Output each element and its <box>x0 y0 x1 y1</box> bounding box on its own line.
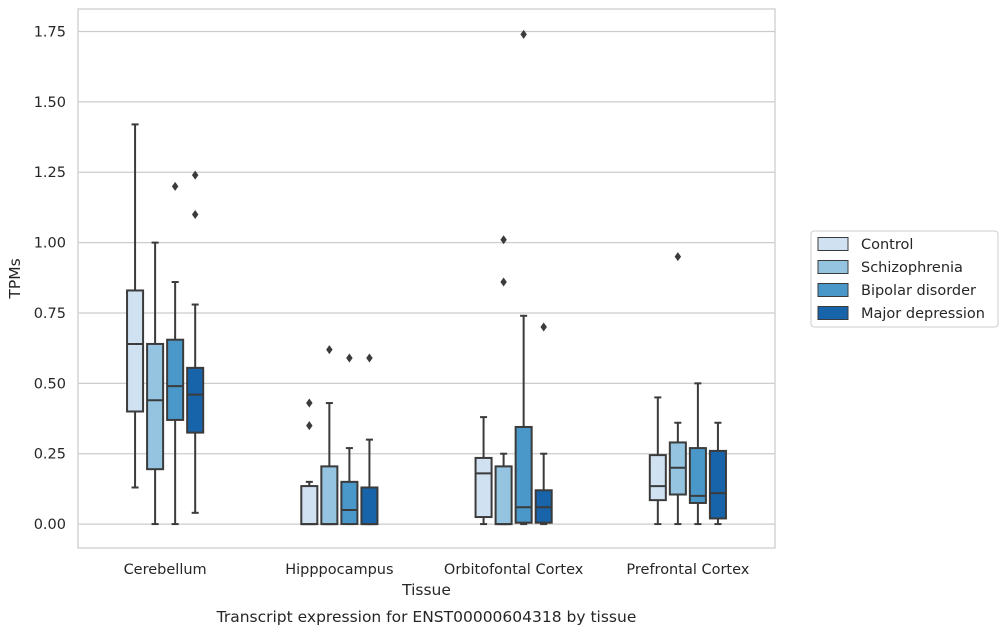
y-tick-labels: 0.00 0.25 0.50 0.75 1.00 1.25 1.50 1.75 <box>34 25 66 534</box>
legend-swatch <box>817 306 849 320</box>
box-iqr <box>186 366 205 434</box>
outlier-point <box>326 345 333 355</box>
y-axis-label: TPMs <box>6 258 24 299</box>
y-tick-label: 0.25 <box>34 447 66 463</box>
box-iqr <box>300 485 319 526</box>
box-iqr <box>126 289 145 413</box>
legend-label: Schizophrenia <box>861 260 963 276</box>
box-control <box>474 416 493 526</box>
x-tick-label: Cerebellum <box>124 562 207 578</box>
y-tick-label: 0.50 <box>34 376 66 392</box>
legend: Control Schizophrenia Bipolar disorder Majo… <box>810 230 999 328</box>
x-tick-label: Prefrontal Cortex <box>626 562 749 578</box>
x-tick-labels: Cerebellum Hipppocampus Orbitofontal Corte… <box>124 562 750 578</box>
box-control <box>300 398 319 526</box>
box-iqr <box>648 454 667 502</box>
outlier-point <box>171 181 179 191</box>
box-control <box>126 123 145 489</box>
y-tick-label: 1.50 <box>34 95 66 111</box>
box-schizophrenia <box>668 252 687 526</box>
legend-label: Bipolar disorder <box>861 283 976 299</box>
outlier-point <box>500 235 507 245</box>
y-tick-label: 1.25 <box>34 165 66 181</box>
chart-caption: Transcript expression for ENST0000060431… <box>216 608 637 626</box>
legend-swatch <box>817 237 849 251</box>
legend-label: Control <box>861 237 913 253</box>
box-control <box>648 396 667 526</box>
legend-label: Major depression <box>861 306 985 322</box>
outlier-point <box>540 322 547 332</box>
outlier-point <box>520 29 527 39</box>
box-schizophrenia <box>320 345 339 526</box>
box-schizophrenia <box>494 235 513 526</box>
box-iqr <box>514 425 533 524</box>
box-iqr <box>708 449 727 520</box>
box-bipolar-disorder <box>166 181 185 526</box>
x-axis-label: Tissue <box>401 581 451 599</box>
box-major-depression <box>360 353 379 526</box>
box-series <box>126 29 727 526</box>
x-tick-label: Hipppocampus <box>285 562 393 578</box>
y-tick-label: 0.00 <box>34 517 66 533</box>
legend-swatch <box>817 260 849 274</box>
box-major-depression <box>534 322 553 526</box>
box-iqr <box>360 486 379 526</box>
box-bipolar-disorder <box>688 382 707 526</box>
outlier-point <box>191 170 199 180</box>
plot-frame <box>77 8 776 549</box>
outlier-point <box>306 398 313 408</box>
box-iqr <box>320 465 339 526</box>
box-iqr <box>166 338 185 421</box>
x-tick-label: Orbitofontal Cortex <box>444 562 584 578</box>
box-iqr <box>146 342 165 471</box>
box-schizophrenia <box>146 241 165 526</box>
outlier-point <box>306 421 313 431</box>
legend-swatch <box>817 283 849 297</box>
box-major-depression <box>708 421 727 526</box>
outlier-point <box>674 252 682 262</box>
box-major-depression <box>186 170 205 514</box>
outlier-point <box>500 277 507 287</box>
box-bipolar-disorder <box>514 29 533 526</box>
y-tick-label: 1.75 <box>34 25 66 41</box>
outlier-point <box>346 353 353 363</box>
box-iqr <box>688 447 707 504</box>
y-tick-label: 1.00 <box>34 236 66 252</box>
outlier-point <box>366 353 373 363</box>
legend-frame <box>810 230 999 328</box>
box-iqr <box>474 456 493 519</box>
box-iqr <box>494 465 513 526</box>
y-tick-label: 0.75 <box>34 306 66 322</box>
box-bipolar-disorder <box>340 353 359 526</box>
outlier-point <box>191 209 199 219</box>
box-iqr <box>340 480 359 526</box>
